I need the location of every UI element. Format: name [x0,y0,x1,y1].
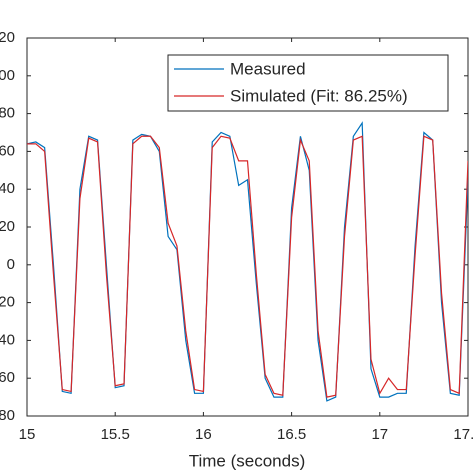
y-tick-label: 60 [0,142,15,159]
y-tick-label: 80 [0,105,15,122]
x-tick-label: 16.5 [277,426,306,443]
y-tick-label: 20 [0,218,15,235]
y-tick-label: 120 [0,29,15,46]
x-tick-label: 17.5 [453,426,474,443]
legend-label: Simulated (Fit: 86.25%) [230,86,408,105]
x-axis-label: Time (seconds) [189,451,306,470]
y-tick-label: 100 [0,67,15,84]
legend-box [167,54,449,112]
y-tick-label: -40 [0,331,15,348]
y-tick-label: 40 [0,180,15,197]
y-tick-label: -20 [0,294,15,311]
y-tick-label: -80 [0,407,15,424]
x-tick-label: 15 [19,426,36,443]
series-line [27,135,468,398]
x-tick-label: 16 [195,426,212,443]
y-tick-label: -60 [0,369,15,386]
x-tick-label: 15.5 [101,426,130,443]
legend-label: Measured [230,59,306,78]
x-tick-label: 17 [371,426,388,443]
y-tick-label: 0 [7,256,15,273]
